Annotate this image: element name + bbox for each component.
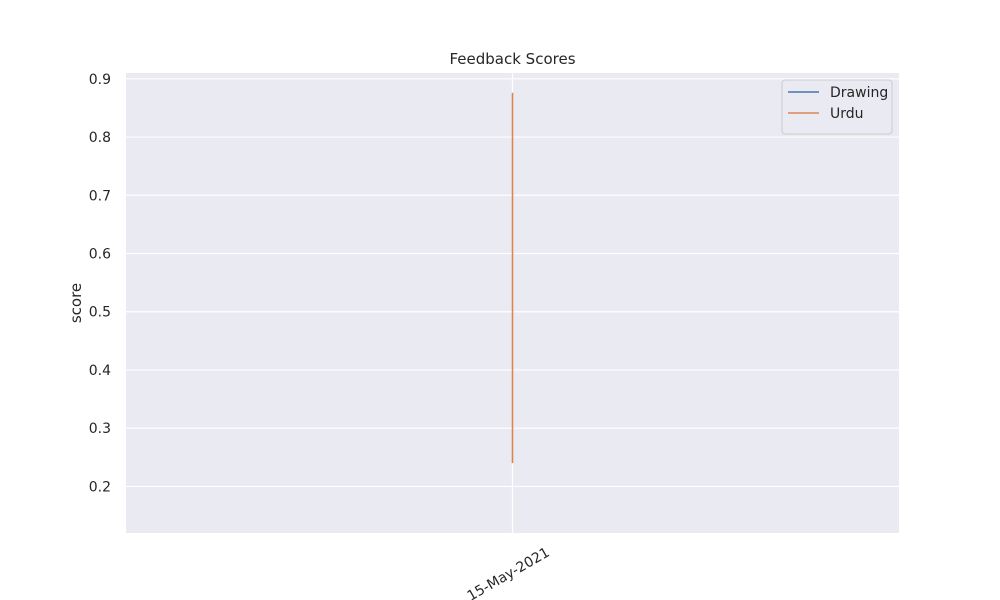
x-axis: 15-May-2021 xyxy=(465,545,553,600)
y-tick-label: 0.8 xyxy=(89,130,111,146)
legend: Drawing Urdu xyxy=(781,79,893,135)
y-axis-label: score xyxy=(67,283,85,323)
y-tick-label: 0.5 xyxy=(89,305,111,321)
x-tick-label: 15-May-2021 xyxy=(465,545,553,600)
y-axis: 0.2 0.3 0.4 0.5 0.6 0.7 0.8 0.9 xyxy=(89,72,111,496)
legend-box xyxy=(781,79,893,135)
y-tick-label: 0.7 xyxy=(89,188,111,204)
y-tick-label: 0.9 xyxy=(89,72,111,88)
y-tick-label: 0.2 xyxy=(89,479,111,495)
y-tick-label: 0.6 xyxy=(89,247,111,263)
y-tick-label: 0.4 xyxy=(89,363,111,379)
y-tick-label: 0.3 xyxy=(89,421,111,437)
legend-label: Drawing xyxy=(830,85,888,101)
chart-title: Feedback Scores xyxy=(449,50,575,68)
legend-label: Urdu xyxy=(830,106,864,122)
